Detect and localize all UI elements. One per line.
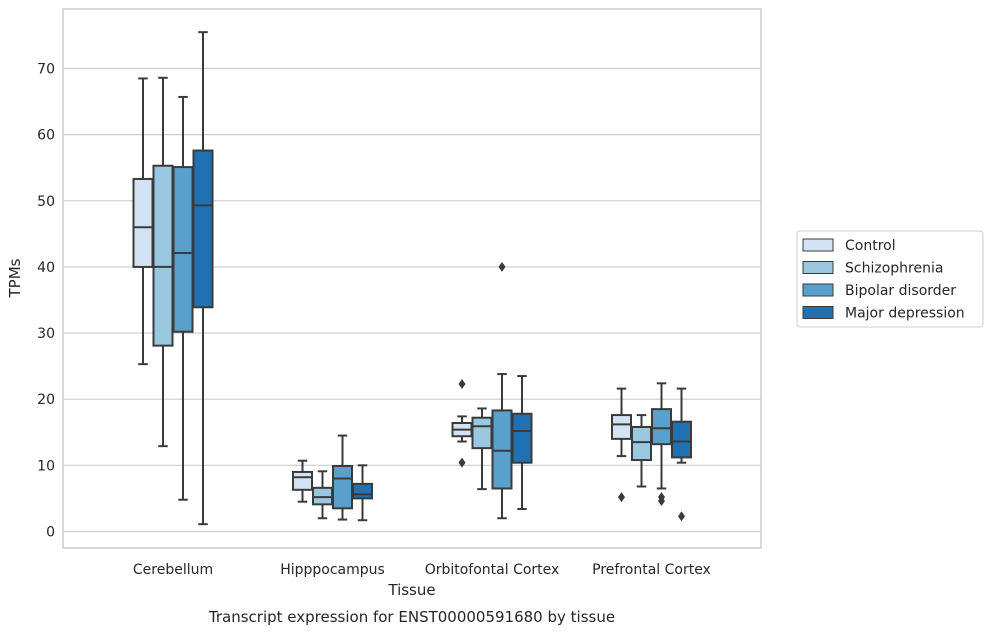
box-group — [192, 31, 214, 526]
box-iqr — [471, 416, 493, 450]
box-iqr — [332, 464, 353, 510]
y-tick-label: 60 — [37, 128, 55, 144]
box-group — [671, 387, 692, 522]
box-group — [332, 434, 353, 521]
chart-caption: Transcript expression for ENST0000059168… — [208, 608, 615, 626]
outlier-point — [458, 457, 466, 468]
x-tick-labels: Cerebellum Hipppocampus Orbitofontal Corte… — [133, 562, 711, 578]
outlier-point — [498, 261, 506, 272]
x-tick-label: Orbitofontal Cortex — [425, 562, 560, 578]
x-axis-title: Tissue — [387, 581, 435, 599]
box-group — [491, 261, 513, 520]
box-iqr — [292, 470, 313, 491]
x-tick-label: Hipppocampus — [280, 562, 385, 578]
box-group — [312, 470, 333, 520]
box-group — [651, 382, 672, 507]
legend-label: Schizophrenia — [845, 261, 943, 277]
box-group — [511, 375, 533, 510]
legend: Control Schizophrenia Bipolar disorder Majo… — [796, 230, 984, 328]
box-iqr — [352, 482, 373, 500]
box-iqr — [631, 425, 652, 462]
box-group — [292, 459, 313, 503]
legend-frame — [796, 230, 984, 328]
y-tick-label: 10 — [37, 458, 55, 474]
box-iqr — [172, 166, 194, 333]
box-plots — [132, 31, 692, 526]
box-iqr — [651, 408, 672, 446]
box-iqr — [611, 414, 632, 440]
box-group — [471, 407, 493, 491]
box-iqr — [132, 177, 154, 268]
legend-swatch — [802, 283, 834, 297]
x-tick-label: Cerebellum — [133, 562, 213, 578]
box-iqr — [192, 149, 214, 309]
outlier-point — [618, 492, 625, 503]
box-group — [172, 95, 194, 501]
y-tick-label: 20 — [37, 392, 55, 408]
box-iqr — [152, 164, 174, 347]
legend-label: Major depression — [845, 306, 965, 322]
y-tick-label: 30 — [37, 326, 55, 342]
y-tick-label: 70 — [37, 62, 55, 78]
outlier-point — [678, 511, 685, 522]
outlier-point — [458, 378, 466, 389]
y-tick-label: 0 — [46, 524, 55, 540]
y-tick-label: 40 — [37, 260, 55, 276]
x-tick-label: Prefrontal Cortex — [592, 562, 711, 578]
plot-frame — [62, 8, 762, 549]
box-group — [631, 414, 652, 488]
box-iqr — [671, 420, 692, 459]
box-group — [451, 378, 473, 468]
legend-label: Control — [845, 238, 896, 254]
outlier-point — [658, 496, 665, 507]
legend-swatch — [802, 306, 834, 319]
box-group — [611, 387, 632, 503]
legend-swatch — [802, 261, 834, 274]
box-group — [152, 76, 174, 448]
y-axis-title: TPMs — [6, 258, 24, 298]
box-group — [132, 77, 154, 366]
box-iqr — [511, 412, 533, 464]
box-group — [352, 464, 373, 522]
box-iqr — [491, 409, 513, 490]
y-tick-label: 50 — [37, 194, 55, 210]
legend-swatch — [802, 238, 834, 252]
legend-label: Bipolar disorder — [845, 283, 956, 299]
y-tick-labels: 0 10 20 30 40 50 60 70 — [37, 62, 55, 541]
